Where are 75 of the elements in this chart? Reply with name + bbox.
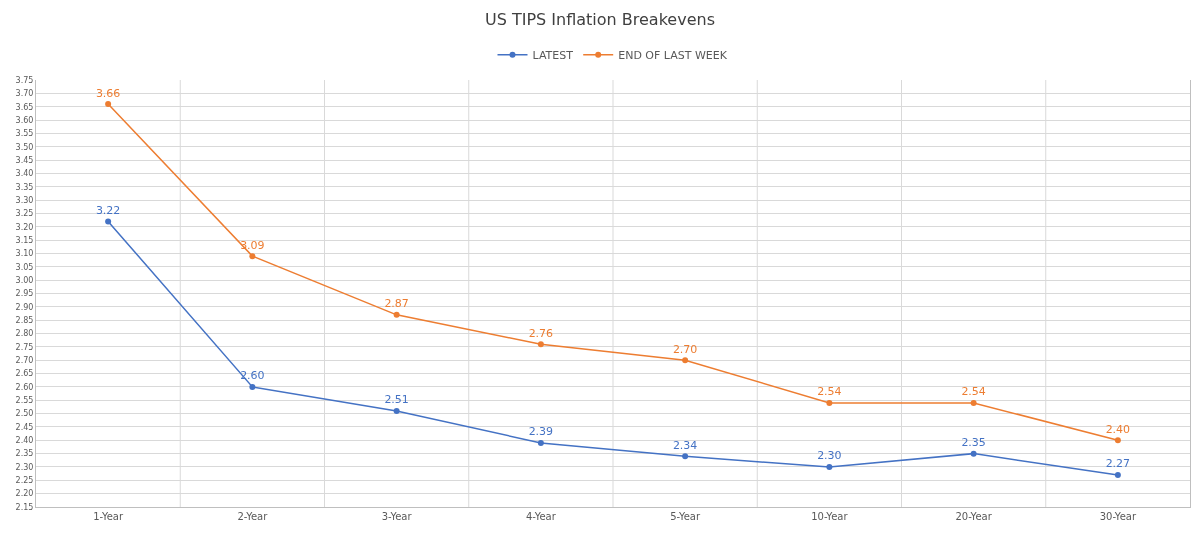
data-label: 3.66 [95, 86, 121, 100]
y-tick-label: 2.90 [15, 302, 34, 312]
chart-title: US TIPS Inflation Breakevens [485, 9, 715, 29]
point [826, 399, 833, 406]
point [249, 383, 256, 390]
point [537, 439, 544, 446]
point [393, 407, 400, 414]
y-tick-label: 2.75 [15, 342, 34, 352]
y-tick-label: 3.45 [15, 155, 34, 165]
x-tick-label: 10-Year [811, 511, 849, 522]
y-tick-label: 2.45 [15, 422, 34, 432]
point [1114, 437, 1121, 444]
data-label: 2.40 [1105, 422, 1131, 436]
x-tick-label: 5-Year [670, 511, 701, 522]
data-label: 2.54 [961, 385, 986, 399]
y-tick-label: 2.65 [15, 369, 34, 379]
y-tick-label: 3.05 [15, 262, 34, 272]
y-tick-label: 2.60 [15, 382, 34, 392]
y-tick-label: 2.70 [15, 356, 34, 366]
data-label: 2.30 [817, 449, 842, 463]
data-label: 2.87 [384, 297, 409, 311]
y-tick-label: 3.65 [15, 102, 34, 112]
y-tick-label: 3.60 [15, 115, 34, 125]
data-label: 2.70 [672, 342, 698, 356]
y-tick-label: 3.10 [15, 249, 34, 259]
x-tick-label: 30-Year [1099, 511, 1137, 522]
data-label: 2.51 [384, 393, 409, 407]
y-tick-label: 2.40 [15, 436, 34, 446]
y-tick-label: 2.20 [15, 489, 34, 499]
y-tick-label: 3.00 [15, 275, 34, 285]
data-label: 2.35 [961, 436, 986, 450]
y-tick-label: 3.75 [15, 75, 34, 85]
y-tick-label: 2.80 [15, 329, 34, 339]
point [970, 399, 977, 406]
point [537, 341, 544, 348]
y-tick-label: 3.50 [15, 142, 34, 152]
legend-label: END OF LAST WEEK [618, 49, 728, 63]
y-tick-label: 2.85 [15, 315, 34, 325]
point [105, 218, 112, 225]
point [393, 311, 400, 318]
y-tick-label: 3.15 [15, 235, 34, 245]
data-label: 2.54 [817, 385, 842, 399]
y-tick-label: 3.20 [15, 222, 34, 232]
legend-label: LATEST [532, 49, 574, 63]
y-tick-label: 3.55 [15, 129, 34, 139]
x-tick-label: 2-Year [237, 511, 269, 522]
y-tick-label: 2.55 [15, 396, 34, 406]
data-label: 3.09 [240, 238, 265, 252]
y-tick-label: 3.35 [15, 182, 34, 192]
y-tick-label: 3.40 [15, 169, 34, 179]
data-label: 2.76 [528, 326, 554, 340]
y-tick-label: 3.30 [15, 195, 34, 205]
point [682, 357, 689, 364]
y-tick-label: 2.35 [15, 449, 34, 459]
y-tick-label: 2.50 [15, 409, 34, 419]
x-tick-label: 4-Year [525, 511, 557, 522]
data-label: 3.22 [95, 203, 121, 217]
y-tick-label: 2.30 [15, 462, 34, 472]
y-tick-label: 2.95 [15, 289, 34, 299]
x-tick-label: 3-Year [381, 511, 413, 522]
y-tick-label: 3.70 [15, 89, 34, 99]
x-tick-label: 20-Year [955, 511, 993, 522]
point [826, 463, 833, 470]
y-tick-label: 2.15 [15, 502, 34, 512]
data-label: 2.27 [1105, 457, 1131, 471]
x-tick-label: 1-Year [93, 511, 124, 522]
data-label: 2.34 [672, 438, 698, 452]
point [105, 101, 112, 108]
y-tick-label: 3.25 [15, 209, 34, 219]
point [249, 253, 256, 260]
y-tick-label: 2.25 [15, 476, 34, 486]
data-label: 2.39 [528, 425, 554, 439]
point [682, 453, 689, 460]
point [970, 450, 977, 457]
point [1114, 471, 1121, 478]
